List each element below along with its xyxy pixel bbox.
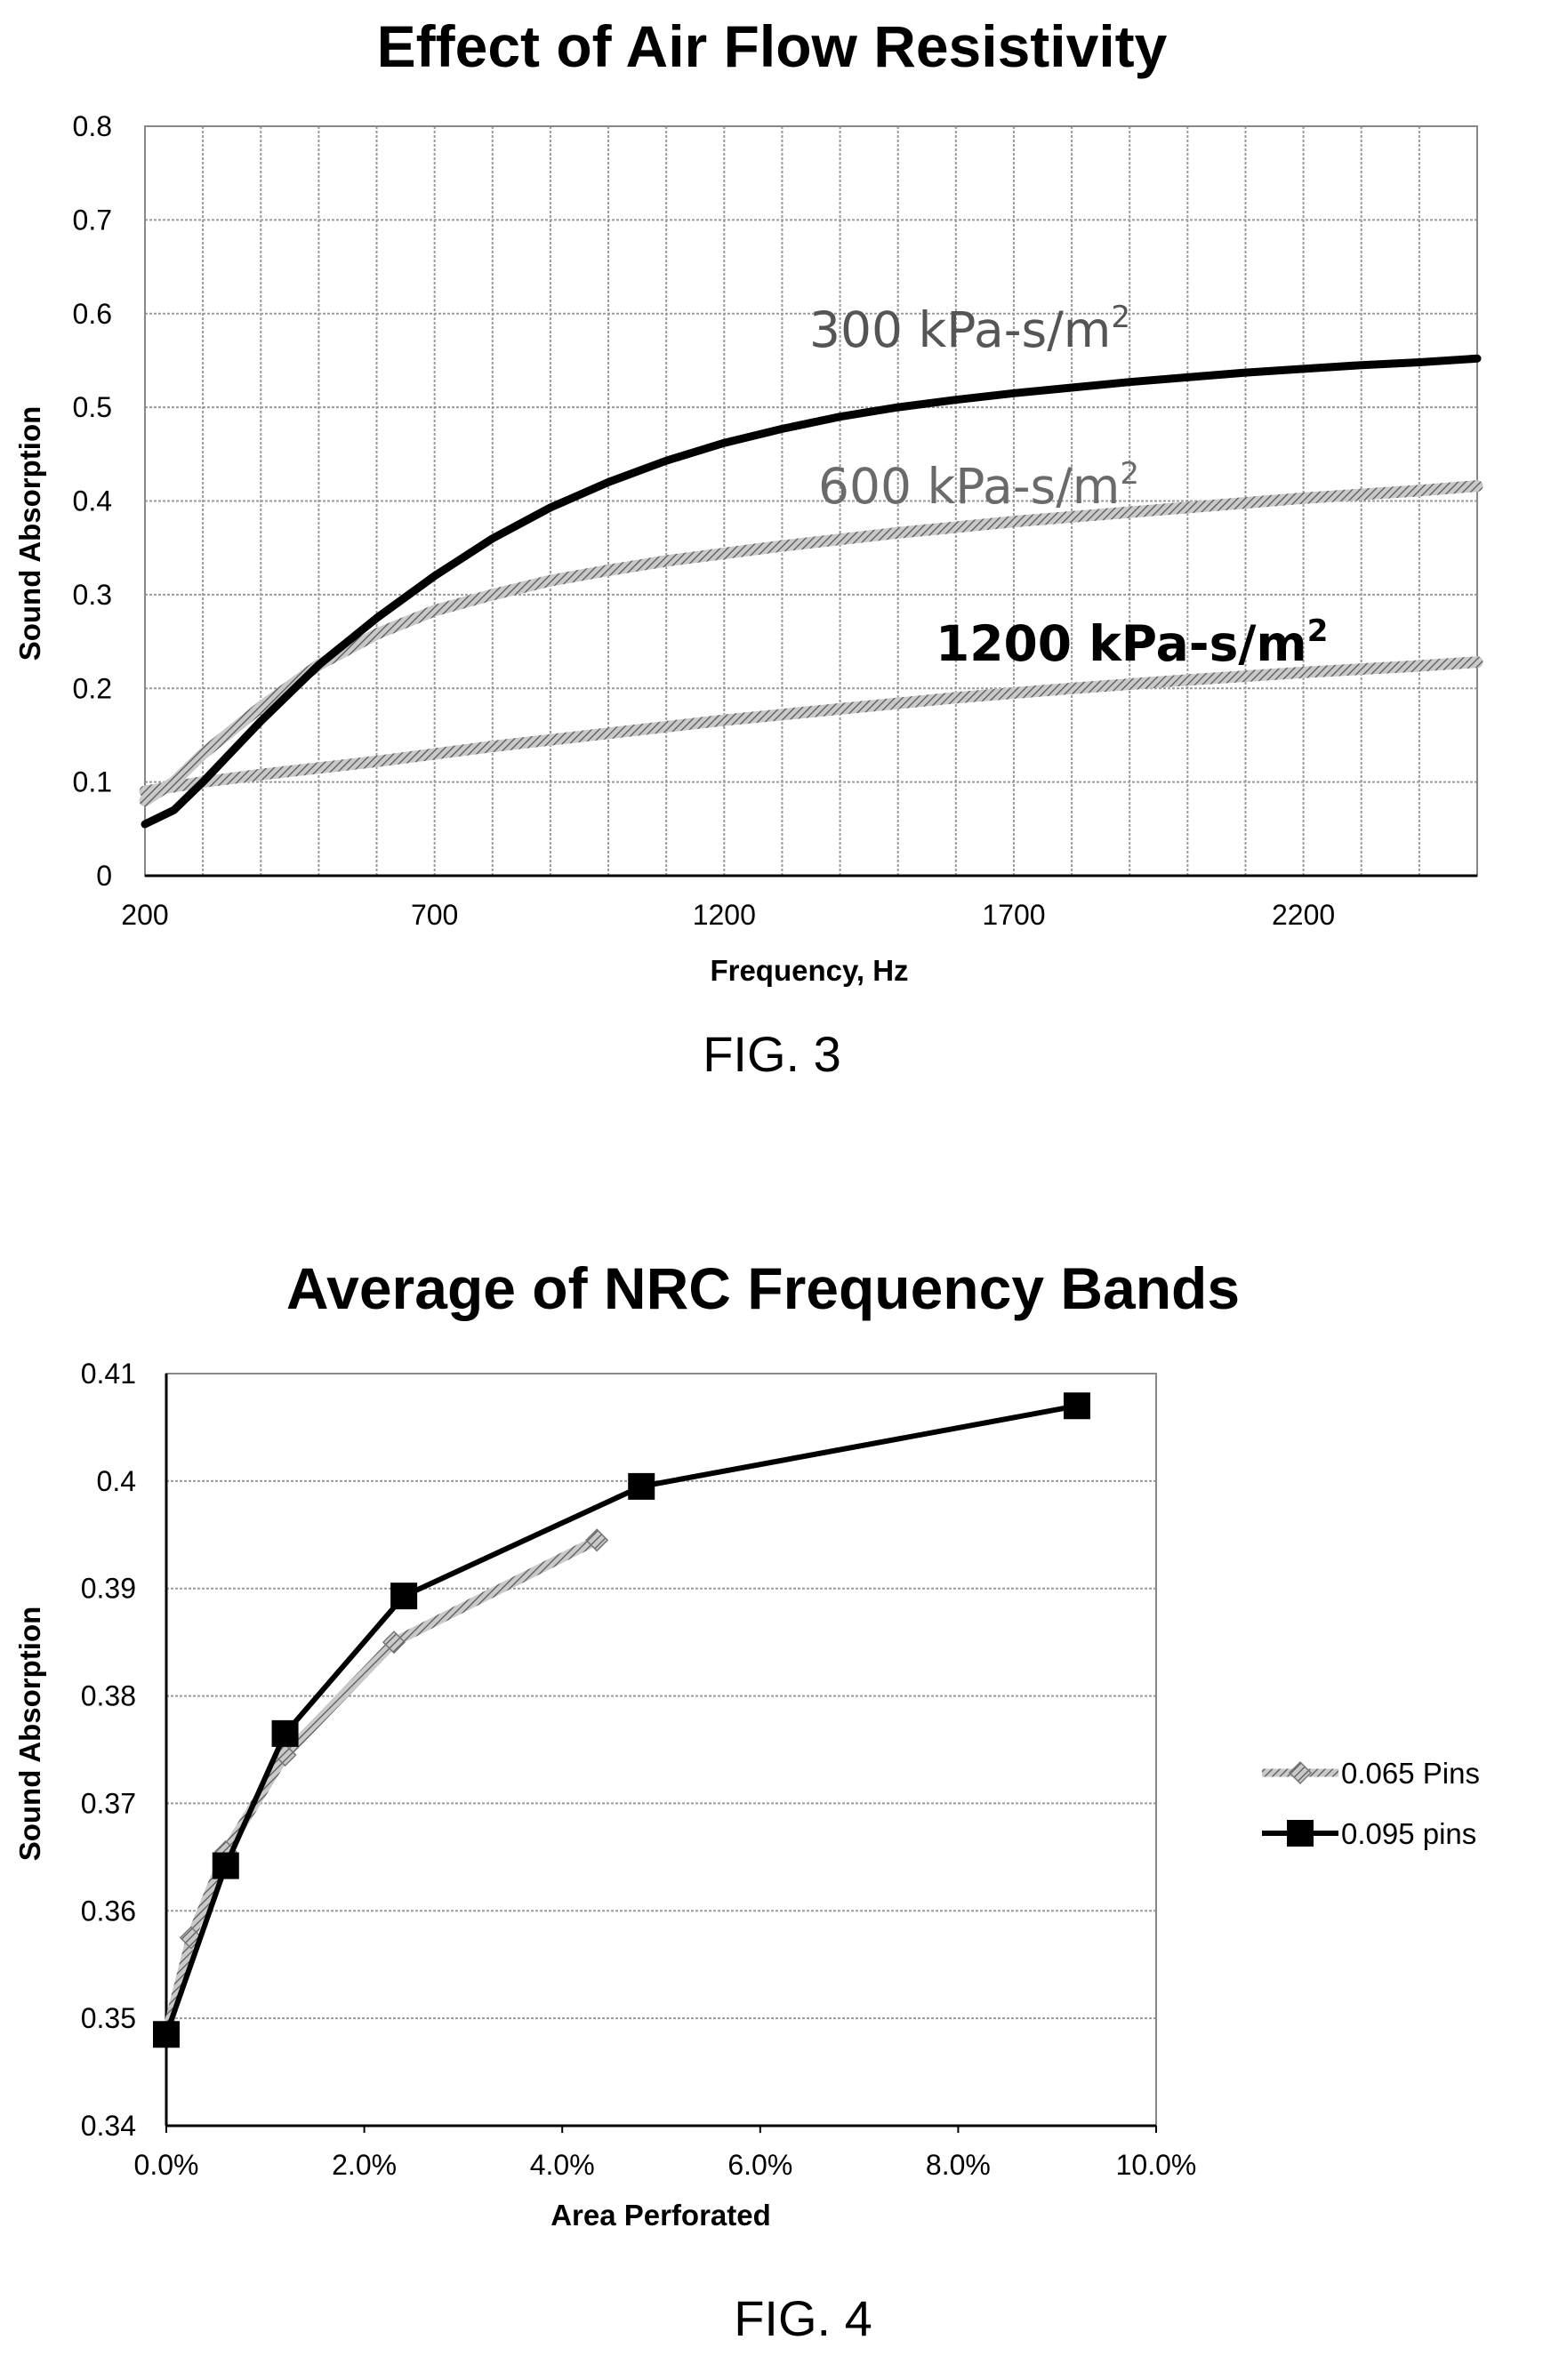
fig4-square-marker	[153, 2021, 180, 2048]
fig4-gridlines	[165, 1373, 1157, 2133]
fig4-caption: FIG. 4	[734, 2290, 872, 2346]
fig3-series-label: 1200 kPa-s/m2	[936, 613, 1328, 672]
fig3-y-tick-label: 0	[96, 860, 112, 892]
fig4-legend-label: 0.095 pins	[1341, 1817, 1476, 1850]
fig3-y-tick-label: 0.6	[73, 298, 112, 330]
fig3-series-line	[141, 354, 1482, 829]
fig3-y-tick-label: 0.5	[73, 391, 112, 423]
fig4-series-lines	[153, 1392, 1090, 2048]
fig4-x-tick-label: 10.0%	[1116, 2149, 1197, 2181]
fig4-plot-frame	[165, 1373, 1157, 2127]
fig4-square-marker	[271, 1719, 299, 1747]
fig4-y-tick-label: 0.34	[81, 2110, 136, 2142]
fig3-x-tick-labels: 200 700 1200 1700 2200	[121, 899, 1335, 931]
fig4-x-tick-labels: 0.0% 2.0% 4.0% 6.0% 8.0% 10.0%	[134, 2149, 1197, 2181]
fig3-x-tick-label: 200	[121, 899, 168, 931]
fig4-legend-label: 0.065 Pins	[1341, 1757, 1480, 1790]
fig4-square-marker	[390, 1583, 418, 1610]
fig3-x-tick-label: 1200	[693, 899, 756, 931]
fig3-chart-title: Effect of Air Flow Resistivity	[377, 13, 1168, 79]
fig4-square-marker	[1063, 1392, 1090, 1420]
fig4-x-tick-label: 4.0%	[530, 2149, 595, 2181]
fig3-series-labels: 300 kPa-s/m2 600 kPa-s/m2 1200 kPa-s/m2	[809, 300, 1328, 672]
fig4-x-tick-label: 6.0%	[727, 2149, 792, 2181]
fig3-series-label: 300 kPa-s/m2	[809, 300, 1130, 358]
fig3-x-axis-label: Frequency, Hz	[710, 954, 908, 987]
fig4-y-tick-label: 0.38	[81, 1680, 136, 1712]
fig3-y-tick-label: 0.7	[73, 204, 112, 236]
fig4-x-tick-label: 0.0%	[134, 2149, 199, 2181]
fig4-y-tick-label: 0.36	[81, 1895, 136, 1927]
fig4-nrc-frequency-bands-chart: Average of NRC Frequency Bands 0.340.350…	[13, 1255, 1480, 2346]
fig4-diamond-marker	[585, 1528, 609, 1552]
fig4-y-tick-label: 0.4	[97, 1465, 136, 1497]
fig4-x-axis-label: Area Perforated	[550, 2199, 771, 2232]
fig3-caption: FIG. 3	[703, 1026, 841, 1082]
fig4-x-tick-label: 8.0%	[926, 2149, 991, 2181]
fig4-y-tick-label: 0.39	[81, 1573, 136, 1605]
fig4-legend-square-marker	[1287, 1820, 1314, 1847]
fig4-y-tick-label: 0.41	[81, 1358, 136, 1390]
fig4-chart-title: Average of NRC Frequency Bands	[286, 1255, 1240, 1321]
fig3-y-tick-labels: 0 0.1 0.2 0.3 0.4 0.5 0.6 0.7 0.8	[73, 110, 112, 892]
fig3-gridlines	[144, 125, 1478, 877]
fig3-y-axis-label: Sound Absorption	[13, 406, 46, 661]
fig4-x-tick-label: 2.0%	[332, 2149, 397, 2181]
fig3-x-tick-label: 2200	[1272, 899, 1335, 931]
fig4-y-tick-labels: 0.34 0.35 0.36 0.37 0.38 0.39 0.4 0.41	[81, 1358, 136, 2142]
fig3-series-lines	[139, 354, 1483, 829]
fig3-series-line	[139, 656, 1483, 797]
fig4-series-line	[161, 1535, 599, 2036]
fig3-x-tick-label: 700	[411, 899, 458, 931]
fig3-y-tick-label: 0.4	[73, 485, 112, 517]
fig4-square-marker	[628, 1472, 655, 1500]
fig4-y-axis-label: Sound Absorption	[13, 1607, 46, 1862]
fig4-legend-diamond-marker	[1288, 1760, 1313, 1785]
fig3-x-tick-label: 1700	[982, 899, 1045, 931]
fig4-series-line	[164, 1403, 1078, 2036]
fig3-series-label: 600 kPa-s/m2	[818, 456, 1139, 515]
fig3-y-tick-label: 0.2	[73, 672, 112, 704]
fig3-y-tick-label: 0.8	[73, 110, 112, 142]
fig3-y-tick-label: 0.3	[73, 579, 112, 611]
fig3-air-flow-resistivity-chart: Effect of Air Flow Resistivity 0 0.1 0.2 0.…	[13, 13, 1483, 1082]
fig4-square-marker	[212, 1852, 239, 1879]
fig4-legend: 0.065 Pins 0.095 pins	[1262, 1757, 1480, 1850]
fig3-y-tick-label: 0.1	[73, 766, 112, 798]
fig4-y-tick-label: 0.37	[81, 1787, 136, 1819]
fig4-y-tick-label: 0.35	[81, 2002, 136, 2034]
fig4-diamond-marker	[382, 1631, 406, 1655]
